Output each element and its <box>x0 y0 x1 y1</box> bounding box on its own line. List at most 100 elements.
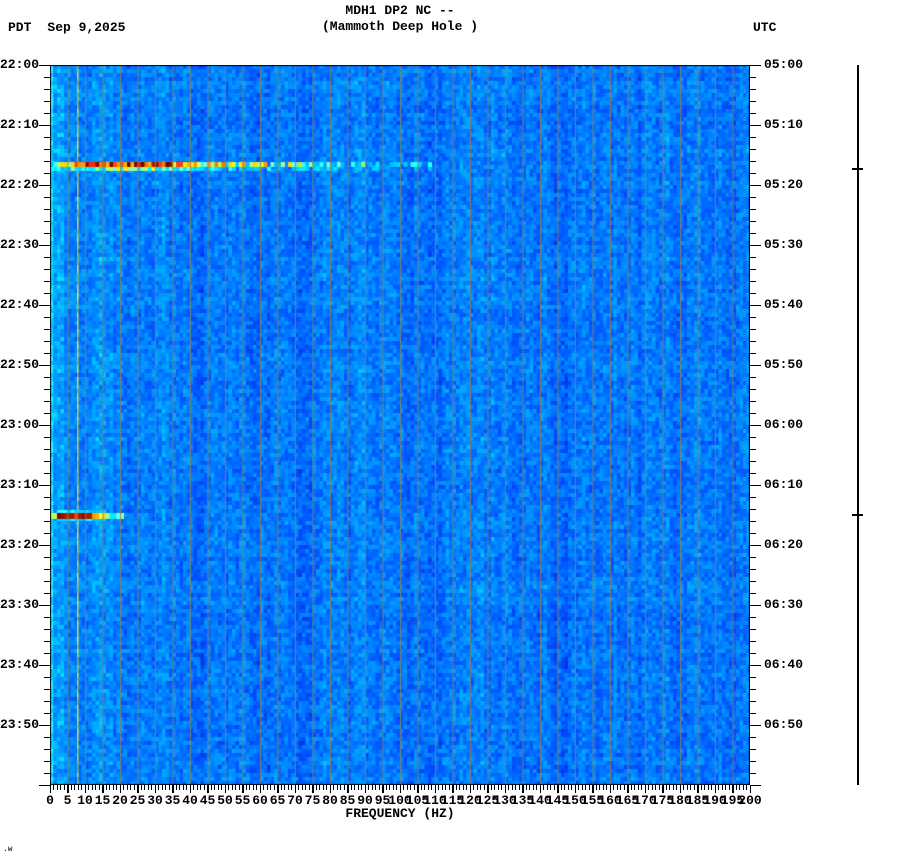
freq-minor-tick <box>658 785 660 790</box>
freq-minor-tick <box>354 785 355 790</box>
freq-minor-tick <box>413 785 415 790</box>
freq-minor-tick <box>112 785 114 790</box>
freq-minor-tick <box>406 785 408 790</box>
freq-minor-tick <box>168 785 170 790</box>
freq-tick-label: 150 <box>563 793 587 808</box>
left-minor-tick <box>44 100 50 102</box>
freq-tick-label: 30 <box>147 793 163 808</box>
freq-minor-tick <box>567 785 569 790</box>
right-major-tick <box>750 124 761 126</box>
freq-tick-label: 180 <box>668 793 692 808</box>
freq-minor-tick <box>182 785 184 790</box>
right-minor-tick <box>750 100 756 102</box>
right-minor-tick <box>750 220 756 222</box>
freq-minor-tick <box>427 785 429 790</box>
freq-minor-tick <box>186 785 187 790</box>
freq-major-tick <box>679 785 681 793</box>
freq-major-tick <box>259 785 261 793</box>
freq-minor-tick <box>676 785 677 790</box>
freq-minor-tick <box>95 785 96 790</box>
freq-minor-tick <box>315 785 317 790</box>
freq-tick-label: 95 <box>374 793 391 808</box>
left-major-tick <box>39 124 50 126</box>
right-major-tick <box>750 184 761 186</box>
freq-tick-label: 115 <box>440 793 465 808</box>
freq-minor-tick <box>130 785 131 790</box>
freq-minor-tick <box>693 785 695 790</box>
freq-minor-tick <box>511 785 513 790</box>
freq-minor-tick <box>721 785 723 790</box>
freq-minor-tick <box>602 785 604 790</box>
freq-tick-label: 60 <box>252 793 268 808</box>
freq-minor-tick <box>473 785 474 790</box>
freq-tick-label: 160 <box>598 793 622 808</box>
freq-minor-tick <box>466 785 467 790</box>
left-minor-tick <box>44 172 50 174</box>
right-minor-tick <box>750 340 756 342</box>
right-time-label: 06:50 <box>764 717 804 732</box>
left-minor-tick <box>44 256 50 258</box>
freq-minor-tick <box>651 785 653 790</box>
freq-tick-label: 155 <box>580 793 605 808</box>
freq-minor-tick <box>322 785 324 790</box>
left-minor-tick <box>44 472 50 474</box>
freq-minor-tick <box>455 785 457 790</box>
freq-tick-label: 0 <box>46 793 54 808</box>
left-minor-tick <box>44 232 50 234</box>
freq-minor-tick <box>133 785 135 790</box>
right-minor-tick <box>750 616 756 618</box>
freq-major-tick <box>592 785 594 793</box>
left-time-label: 22:20 <box>0 177 40 192</box>
right-minor-tick <box>750 316 756 318</box>
freq-major-tick <box>102 785 104 793</box>
left-minor-tick <box>44 436 50 438</box>
freq-minor-tick <box>368 785 369 790</box>
right-minor-tick <box>750 628 756 630</box>
freq-tick-label: 110 <box>423 793 447 808</box>
freq-minor-tick <box>441 785 443 790</box>
freq-tick-label: 100 <box>388 793 412 808</box>
freq-major-tick <box>67 785 69 793</box>
freq-tick-label: 5 <box>63 793 72 808</box>
freq-tick-label: 55 <box>234 793 251 808</box>
freq-minor-tick <box>480 785 481 790</box>
left-minor-tick <box>44 136 50 138</box>
freq-major-tick <box>714 785 716 793</box>
timezone-right-label: UTC <box>753 20 777 35</box>
freq-minor-tick <box>326 785 327 790</box>
left-major-tick <box>39 424 50 426</box>
freq-major-tick <box>329 785 331 793</box>
freq-minor-tick <box>497 785 499 790</box>
freq-major-tick <box>242 785 244 793</box>
freq-minor-tick <box>91 785 93 790</box>
right-minor-tick <box>750 136 756 138</box>
freq-minor-tick <box>200 785 201 790</box>
right-minor-tick <box>750 772 756 774</box>
left-major-tick <box>39 604 50 606</box>
freq-minor-tick <box>214 785 215 790</box>
freq-tick-label: 105 <box>405 793 430 808</box>
freq-tick-label: 175 <box>650 793 675 808</box>
freq-minor-tick <box>308 785 310 790</box>
freq-minor-tick <box>378 785 380 790</box>
freq-major-tick <box>452 785 454 793</box>
freq-tick-label: 165 <box>615 793 640 808</box>
freq-tick-label: 120 <box>458 793 482 808</box>
right-time-label: 05:40 <box>764 297 804 312</box>
freq-minor-tick <box>585 785 586 790</box>
freq-minor-tick <box>109 785 110 790</box>
freq-minor-tick <box>578 785 579 790</box>
freq-minor-tick <box>550 785 551 790</box>
freq-major-tick <box>522 785 524 793</box>
left-minor-tick <box>44 352 50 354</box>
freq-major-tick <box>469 785 471 793</box>
freq-tick-label: 200 <box>738 793 762 808</box>
freq-minor-tick <box>420 785 422 790</box>
right-time-label: 06:30 <box>764 597 804 612</box>
freq-minor-tick <box>529 785 530 790</box>
freq-minor-tick <box>301 785 303 790</box>
freq-minor-tick <box>490 785 492 790</box>
freq-minor-tick <box>606 785 607 790</box>
freq-minor-tick <box>98 785 100 790</box>
freq-major-tick <box>294 785 296 793</box>
